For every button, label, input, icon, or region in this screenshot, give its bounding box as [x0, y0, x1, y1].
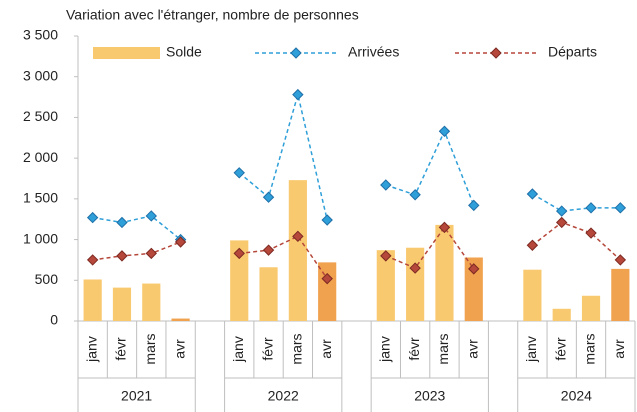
marker [409, 189, 421, 201]
marker [409, 262, 421, 274]
marker [116, 216, 128, 229]
marker [438, 221, 451, 234]
bar [83, 279, 102, 321]
x-tick-label: mars [582, 333, 598, 364]
marker [145, 247, 157, 260]
marker [585, 227, 597, 239]
y-tick-label: 500 [35, 271, 59, 287]
group-label: 2021 [121, 388, 152, 404]
marker [556, 205, 568, 217]
marker [380, 250, 392, 262]
legend-label: Arrivées [348, 44, 399, 60]
bar [611, 268, 630, 321]
x-tick-label: avr [464, 339, 480, 359]
marker [145, 210, 157, 222]
marker [526, 188, 539, 200]
bar [464, 257, 483, 321]
x-tick-label: avr [318, 339, 334, 359]
marker [380, 179, 392, 191]
marker [292, 88, 304, 101]
x-tick-label: avr [171, 339, 187, 359]
bar [318, 262, 337, 321]
legend-label: Solde [166, 44, 202, 60]
bar [523, 269, 542, 321]
y-tick-label: 2 500 [23, 108, 58, 124]
x-tick-label: mars [435, 333, 451, 364]
marker [116, 250, 128, 262]
y-tick-label: 0 [50, 312, 58, 328]
x-tick-label: févr [406, 337, 422, 361]
marker [614, 254, 627, 266]
marker [262, 244, 275, 256]
marker [174, 236, 187, 248]
bar [259, 267, 278, 321]
x-tick-label: janv [377, 336, 393, 363]
x-tick-label: févr [259, 337, 275, 361]
legend-label: Départs [548, 44, 597, 60]
marker [321, 272, 333, 285]
x-tick-label: févr [113, 337, 129, 361]
y-tick-label: 2 000 [23, 149, 58, 165]
marker [321, 214, 333, 226]
group-label: 2022 [268, 388, 299, 404]
bar [406, 247, 425, 321]
marker [526, 239, 539, 251]
x-tick-label: avr [611, 339, 627, 359]
legend-marker [290, 47, 302, 59]
y-tick-label: 1 000 [23, 230, 58, 246]
bar [112, 287, 132, 321]
bar [288, 180, 307, 321]
group-label: 2023 [414, 388, 445, 404]
marker [614, 202, 627, 214]
marker [233, 247, 245, 260]
marker [86, 254, 99, 266]
bar [435, 224, 454, 321]
x-tick-label: janv [230, 336, 246, 363]
bar [142, 283, 161, 321]
legend-marker [490, 47, 502, 59]
chart-title: Variation avec l'étranger, nombre de per… [66, 7, 359, 23]
marker [468, 199, 480, 212]
y-tick-label: 3 500 [23, 27, 58, 43]
marker [556, 216, 568, 229]
x-tick-label: janv [523, 336, 539, 363]
marker [233, 167, 245, 179]
marker [262, 191, 275, 203]
marker [585, 202, 597, 214]
marker [292, 230, 304, 243]
y-tick-label: 3 000 [23, 67, 58, 83]
bar [171, 318, 190, 321]
marker [438, 125, 451, 137]
x-tick-label: janv [83, 336, 99, 363]
line [92, 91, 621, 241]
x-tick-label: févr [552, 337, 568, 361]
y-tick-label: 1 500 [23, 190, 58, 206]
marker [86, 211, 99, 224]
line [92, 221, 621, 280]
marker [468, 263, 480, 275]
x-tick-label: mars [289, 333, 305, 364]
x-tick-label: mars [142, 333, 158, 364]
group-label: 2024 [561, 388, 592, 404]
bar [230, 240, 249, 321]
legend-swatch [93, 47, 160, 59]
bar [581, 295, 601, 321]
bar [376, 250, 395, 321]
bar [552, 308, 571, 321]
